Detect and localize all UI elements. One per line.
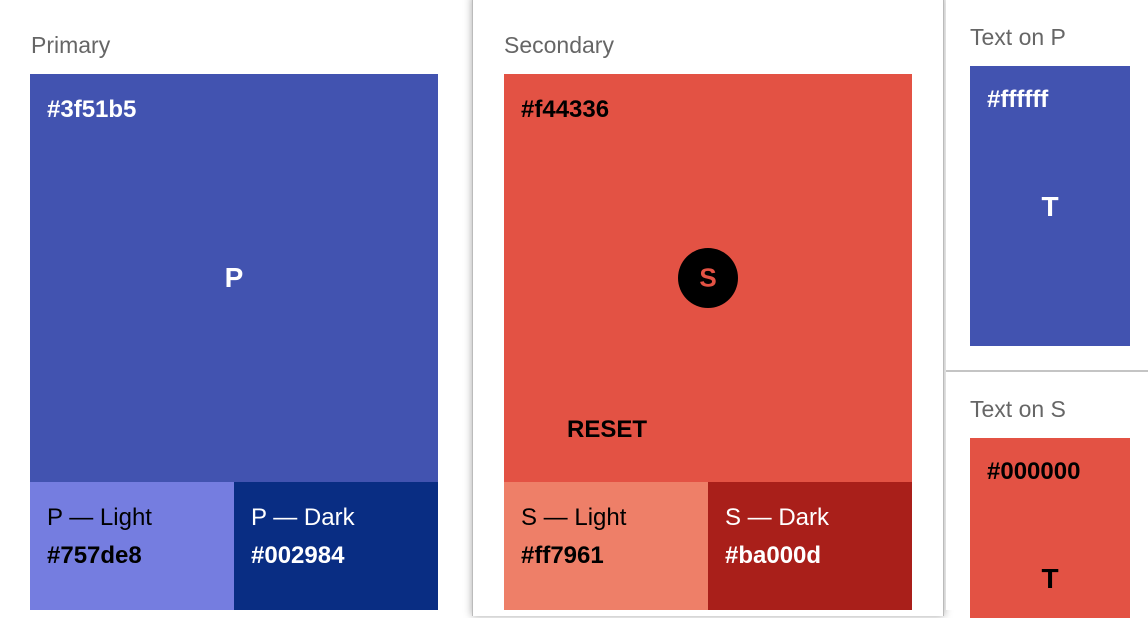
text-on-p-letter: T bbox=[1041, 191, 1059, 222]
text-on-s-hex: #000000 bbox=[987, 458, 1081, 485]
text-on-s-title: Text on S bbox=[970, 396, 1066, 422]
secondary-light-label: S — Light bbox=[521, 504, 627, 531]
primary-title: Primary bbox=[31, 32, 111, 58]
secondary-dark-hex: #ba000d bbox=[725, 542, 822, 569]
primary-card: Primary #3f51b5 P P — Light #757de8 P — … bbox=[0, 0, 470, 610]
primary-letter: P bbox=[224, 262, 244, 293]
primary-light-label: P — Light bbox=[47, 504, 152, 531]
secondary-light-swatch[interactable]: S — Light #ff7961 bbox=[504, 482, 708, 610]
primary-dark-hex: #002984 bbox=[251, 542, 345, 569]
text-on-p-hex: #ffffff bbox=[987, 86, 1049, 113]
primary-light-hex: #757de8 bbox=[47, 542, 142, 569]
secondary-light-hex: #ff7961 bbox=[521, 542, 604, 569]
secondary-letter: S bbox=[699, 262, 717, 293]
text-on-p-card: Text on P #ffffff T bbox=[946, 0, 1148, 371]
reset-button[interactable]: RESET bbox=[567, 416, 648, 443]
text-on-s-swatch[interactable]: #000000 T bbox=[970, 438, 1130, 618]
secondary-fab[interactable]: S bbox=[678, 248, 738, 308]
primary-hex: #3f51b5 bbox=[47, 96, 137, 123]
secondary-hex: #f44336 bbox=[521, 96, 610, 123]
text-on-p-title: Text on P bbox=[970, 24, 1066, 50]
primary-swatch[interactable]: #3f51b5 P bbox=[30, 74, 438, 482]
secondary-dark-label: S — Dark bbox=[725, 504, 830, 531]
primary-light-swatch[interactable]: P — Light #757de8 bbox=[30, 482, 234, 610]
secondary-dark-swatch[interactable]: S — Dark #ba000d bbox=[708, 482, 912, 610]
secondary-title: Secondary bbox=[504, 32, 614, 58]
primary-dark-label: P — Dark bbox=[251, 504, 355, 531]
primary-dark-swatch[interactable]: P — Dark #002984 bbox=[234, 482, 438, 610]
divider bbox=[946, 370, 1148, 372]
secondary-swatch[interactable]: #f44336 S RESET bbox=[504, 74, 912, 482]
text-on-s-card: Text on S #000000 T bbox=[946, 372, 1148, 618]
secondary-card: Secondary #f44336 S RESET S — Light #ff7… bbox=[472, 0, 944, 616]
text-on-s-letter: T bbox=[1041, 563, 1059, 594]
text-on-p-swatch[interactable]: #ffffff T bbox=[970, 66, 1130, 346]
